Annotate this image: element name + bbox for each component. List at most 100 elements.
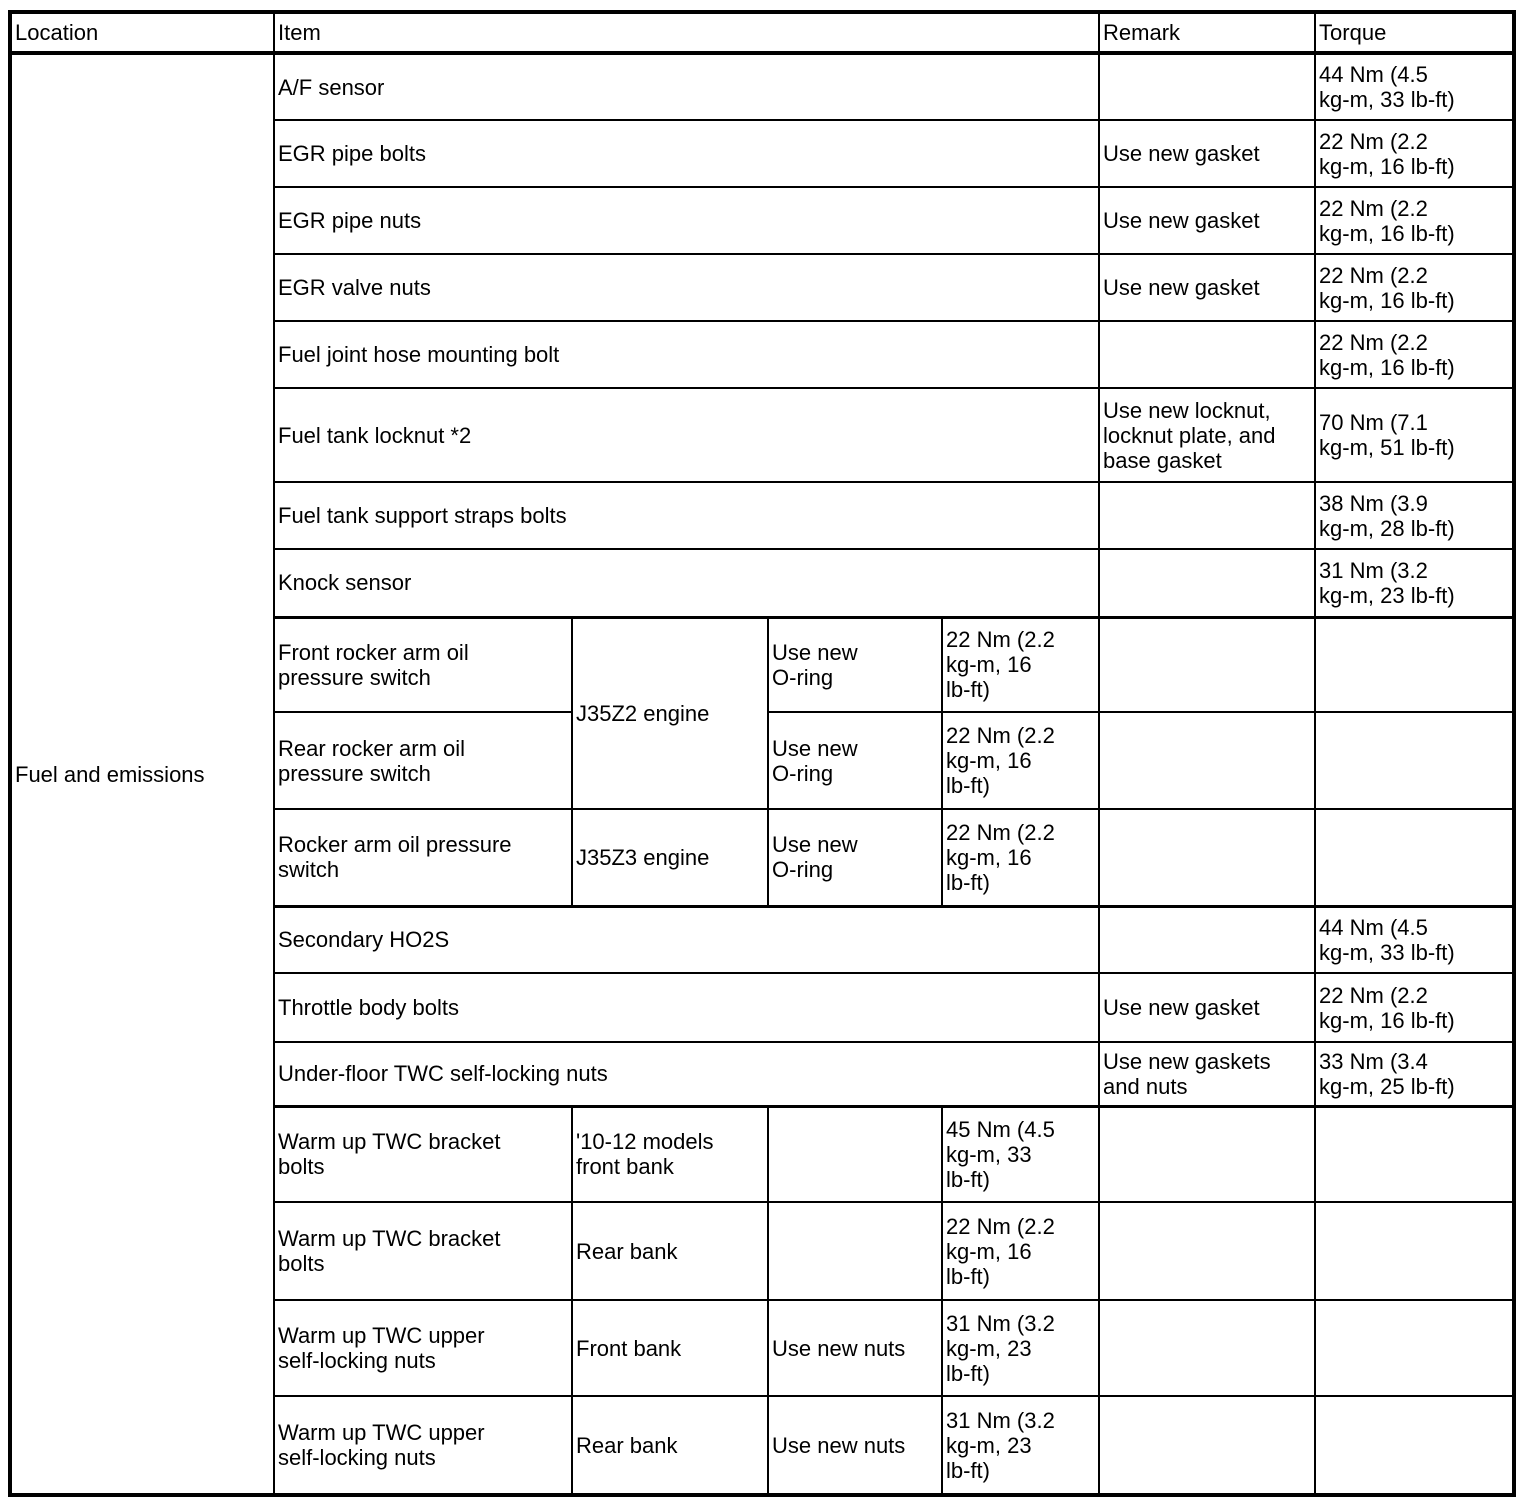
cell-location-group: Fuel and emissions <box>9 52 275 1496</box>
cell-torque: 22 Nm (2.2 kg-m, 16 lb-ft) <box>1314 320 1516 389</box>
cell-torque <box>1314 1201 1516 1301</box>
cell-remark: Use new gasket <box>1098 972 1317 1043</box>
cell-item: Warm up TWC bracket bolts <box>273 1201 573 1301</box>
cell-item: Warm up TWC bracket bolts <box>273 1104 573 1203</box>
cell-remark <box>1098 1201 1317 1301</box>
table-row: Under-floor TWC self-locking nuts Use ne… <box>10 1041 1516 1107</box>
table-row: EGR valve nuts Use new gasket 22 Nm (2.2… <box>10 253 1516 322</box>
table-row: Warm up TWC bracket bolts '10-12 models … <box>10 1104 1516 1203</box>
cell-torque: 22 Nm (2.2 kg-m, 16 lb-ft) <box>1314 186 1516 255</box>
cell-torque: 22 Nm (2.2 kg-m, 16 lb-ft) <box>1314 972 1516 1043</box>
header-row: Location Item Remark Torque <box>9 11 1516 55</box>
cell-item: EGR valve nuts <box>272 253 1101 322</box>
cell-item-torque: 22 Nm (2.2 kg-m, 16 lb-ft) <box>940 711 1101 810</box>
table-row: Knock sensor 31 Nm (3.2 kg-m, 23 lb-ft) <box>10 548 1516 618</box>
cell-item: EGR pipe nuts <box>272 186 1101 255</box>
cell-item: Warm up TWC upper self-locking nuts <box>273 1299 573 1397</box>
cell-engine-variant: Rear bank <box>571 1395 769 1496</box>
cell-item-remark: Use new nuts <box>767 1395 943 1496</box>
cell-torque: 70 Nm (7.1 kg-m, 51 lb-ft) <box>1314 387 1516 483</box>
cell-torque: 44 Nm (4.5 kg-m, 33 lb-ft) <box>1314 52 1516 121</box>
cell-remark <box>1098 1299 1317 1397</box>
cell-torque: 22 Nm (2.2 kg-m, 16 lb-ft) <box>1314 119 1516 188</box>
cell-item: A/F sensor <box>272 52 1101 121</box>
cell-item-torque: 22 Nm (2.2 kg-m, 16 lb-ft) <box>940 808 1101 907</box>
table-row: Fuel joint hose mounting bolt 22 Nm (2.2… <box>10 320 1516 389</box>
cell-engine-variant: Front bank <box>571 1299 769 1397</box>
cell-remark <box>1098 52 1317 121</box>
cell-item-remark: Use new O-ring <box>767 711 943 810</box>
cell-item: Warm up TWC upper self-locking nuts <box>273 1395 573 1496</box>
column-header-remark: Remark <box>1098 11 1317 55</box>
cell-item: Fuel joint hose mounting bolt <box>272 320 1101 389</box>
torque-spec-table: Location Item Remark Torque Fuel and emi… <box>8 10 1517 1497</box>
cell-torque <box>1314 1104 1516 1203</box>
column-header-location: Location <box>9 11 275 55</box>
cell-torque: 33 Nm (3.4 kg-m, 25 lb-ft) <box>1314 1041 1516 1107</box>
cell-remark <box>1098 481 1317 550</box>
cell-item-torque: 31 Nm (3.2 kg-m, 23 lb-ft) <box>940 1299 1101 1397</box>
cell-torque: 38 Nm (3.9 kg-m, 28 lb-ft) <box>1314 481 1516 550</box>
cell-item: Fuel tank locknut *2 <box>272 387 1101 483</box>
cell-item-torque: 22 Nm (2.2 kg-m, 16 lb-ft) <box>940 615 1101 713</box>
cell-remark <box>1098 808 1317 907</box>
table-row: Fuel tank locknut *2 Use new locknut, lo… <box>10 387 1516 483</box>
column-header-torque: Torque <box>1314 11 1516 55</box>
cell-remark <box>1098 320 1317 389</box>
cell-torque: 31 Nm (3.2 kg-m, 23 lb-ft) <box>1314 548 1516 618</box>
column-header-item: Item <box>272 11 1101 55</box>
cell-item-torque: 22 Nm (2.2 kg-m, 16 lb-ft) <box>940 1201 1101 1301</box>
table-row: Fuel tank support straps bolts 38 Nm (3.… <box>10 481 1516 550</box>
cell-item: Under-floor TWC self-locking nuts <box>272 1041 1101 1107</box>
cell-item: Throttle body bolts <box>272 972 1101 1043</box>
cell-remark: Use new gasket <box>1098 186 1317 255</box>
cell-item: Fuel tank support straps bolts <box>272 481 1101 550</box>
cell-item-torque: 31 Nm (3.2 kg-m, 23 lb-ft) <box>940 1395 1101 1496</box>
cell-remark: Use new gaskets and nuts <box>1098 1041 1317 1107</box>
cell-item: Knock sensor <box>272 548 1101 618</box>
cell-remark <box>1098 904 1317 974</box>
table-row: Rear rocker arm oil pressure switch Use … <box>10 711 1516 810</box>
cell-torque <box>1314 711 1516 810</box>
table-row: Warm up TWC upper self-locking nuts Fron… <box>10 1299 1516 1397</box>
table-row: Front rocker arm oil pressure switch J35… <box>10 615 1516 810</box>
cell-item: Rocker arm oil pressure switch <box>273 808 573 907</box>
table-row: EGR pipe bolts Use new gasket 22 Nm (2.2… <box>10 119 1516 188</box>
cell-item-torque: 45 Nm (4.5 kg-m, 33 lb-ft) <box>940 1104 1101 1203</box>
table-row: Secondary HO2S 44 Nm (4.5 kg-m, 33 lb-ft… <box>10 904 1516 974</box>
cell-torque <box>1314 808 1516 907</box>
cell-remark <box>1098 1395 1317 1496</box>
cell-remark: Use new gasket <box>1098 119 1317 188</box>
table-row: Warm up TWC bracket bolts Rear bank 22 N… <box>10 1201 1516 1301</box>
cell-item: Front rocker arm oil pressure switch <box>273 615 573 713</box>
cell-item-remark: Use new O-ring <box>767 615 943 713</box>
cell-item: EGR pipe bolts <box>272 119 1101 188</box>
cell-remark: Use new locknut, locknut plate, and base… <box>1098 387 1317 483</box>
cell-remark: Use new gasket <box>1098 253 1317 322</box>
cell-torque <box>1314 1395 1516 1496</box>
table-row: Warm up TWC upper self-locking nuts Rear… <box>10 1395 1516 1496</box>
cell-item-remark <box>767 1104 943 1203</box>
cell-remark <box>1098 548 1317 618</box>
table-row: Rocker arm oil pressure switch J35Z3 eng… <box>10 808 1516 907</box>
cell-remark <box>1098 615 1317 713</box>
cell-item: Secondary HO2S <box>272 904 1101 974</box>
cell-torque <box>1314 615 1516 713</box>
cell-engine-variant: J35Z2 engine <box>571 615 769 810</box>
table-row: Throttle body bolts Use new gasket 22 Nm… <box>10 972 1516 1043</box>
cell-item-remark: Use new O-ring <box>767 808 943 907</box>
table-row: EGR pipe nuts Use new gasket 22 Nm (2.2 … <box>10 186 1516 255</box>
cell-engine-variant: Rear bank <box>571 1201 769 1301</box>
cell-torque: 44 Nm (4.5 kg-m, 33 lb-ft) <box>1314 904 1516 974</box>
cell-remark <box>1098 711 1317 810</box>
cell-remark <box>1098 1104 1317 1203</box>
cell-torque <box>1314 1299 1516 1397</box>
cell-torque: 22 Nm (2.2 kg-m, 16 lb-ft) <box>1314 253 1516 322</box>
cell-item-remark: Use new nuts <box>767 1299 943 1397</box>
cell-item: Rear rocker arm oil pressure switch <box>273 711 573 810</box>
cell-engine-variant: '10-12 models front bank <box>571 1104 769 1203</box>
table-row: Fuel and emissions A/F sensor 44 Nm (4.5… <box>9 52 1516 1496</box>
cell-engine-variant: J35Z3 engine <box>571 808 769 907</box>
cell-item-remark <box>767 1201 943 1301</box>
